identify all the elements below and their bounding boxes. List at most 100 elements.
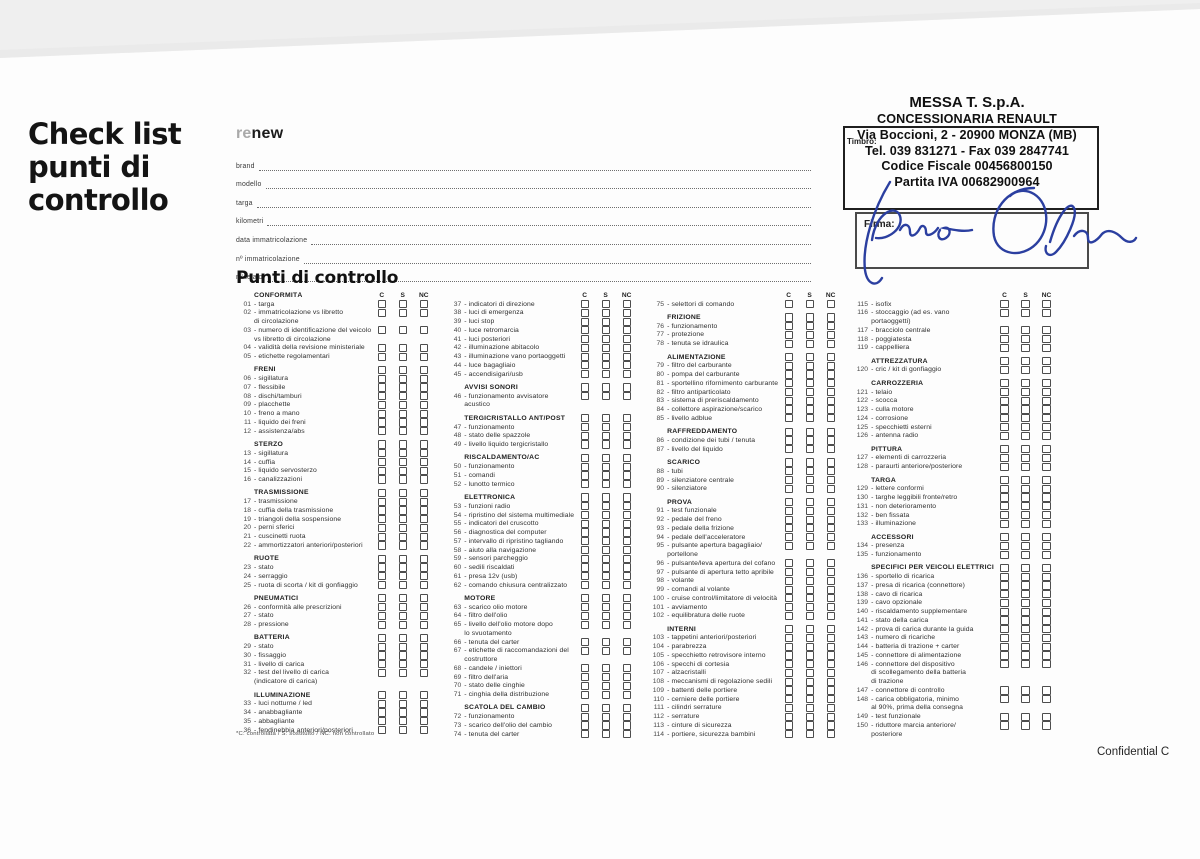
checkbox[interactable] (398, 541, 407, 550)
checkbox[interactable] (826, 686, 835, 695)
checkbox[interactable] (805, 361, 814, 370)
checkbox[interactable] (1000, 462, 1009, 471)
checkbox[interactable] (1000, 572, 1009, 581)
checkbox[interactable] (805, 633, 814, 643)
checkbox[interactable] (1042, 510, 1051, 520)
checkbox[interactable] (1021, 300, 1030, 309)
checkbox[interactable] (784, 611, 793, 620)
checkbox[interactable] (398, 488, 407, 497)
checkbox[interactable] (398, 690, 407, 700)
checkbox[interactable] (580, 300, 589, 309)
checkbox[interactable] (1000, 453, 1009, 462)
checkbox[interactable] (601, 308, 610, 317)
checkbox[interactable] (826, 721, 835, 730)
checkbox[interactable] (1000, 365, 1009, 375)
checkbox[interactable] (805, 515, 814, 524)
checkbox[interactable] (805, 541, 814, 550)
checkbox[interactable] (784, 677, 793, 686)
checkbox[interactable] (398, 515, 407, 524)
checkbox[interactable] (601, 440, 610, 449)
checkbox[interactable] (1042, 625, 1051, 634)
checkbox[interactable] (784, 458, 793, 467)
checkbox[interactable] (1000, 616, 1009, 625)
checkbox[interactable] (377, 457, 386, 467)
checkbox[interactable] (826, 541, 835, 550)
checkbox[interactable] (580, 638, 589, 647)
checkbox[interactable] (1021, 453, 1030, 462)
checkbox[interactable] (398, 708, 407, 717)
checkbox[interactable] (398, 449, 407, 458)
checkbox[interactable] (580, 681, 589, 690)
checkbox[interactable] (601, 673, 610, 682)
checkbox[interactable] (419, 699, 428, 708)
checkbox[interactable] (826, 467, 835, 476)
checkbox[interactable] (1042, 422, 1051, 432)
checkbox[interactable] (1000, 533, 1009, 542)
checkbox[interactable] (1042, 462, 1051, 471)
checkbox[interactable] (398, 352, 407, 361)
checkbox[interactable] (580, 537, 589, 546)
checkbox[interactable] (580, 431, 589, 440)
checkbox[interactable] (784, 686, 793, 695)
checkbox[interactable] (1021, 396, 1030, 405)
checkbox[interactable] (398, 326, 407, 335)
checkbox[interactable] (784, 414, 793, 423)
checkbox[interactable] (622, 422, 631, 432)
checkbox[interactable] (805, 300, 814, 309)
checkbox[interactable] (398, 497, 407, 506)
checkbox[interactable] (1021, 475, 1030, 485)
checkbox[interactable] (826, 458, 835, 467)
checkbox[interactable] (784, 721, 793, 730)
checkbox[interactable] (419, 594, 428, 603)
checkbox[interactable] (826, 498, 835, 507)
checkbox[interactable] (419, 660, 428, 669)
checkbox[interactable] (419, 400, 428, 410)
checkbox[interactable] (826, 322, 835, 331)
checkbox[interactable] (398, 563, 407, 572)
checkbox[interactable] (1042, 326, 1051, 335)
checkbox[interactable] (784, 387, 793, 397)
checkbox[interactable] (580, 594, 589, 603)
checkbox[interactable] (601, 343, 610, 352)
checkbox[interactable] (784, 668, 793, 678)
checkbox[interactable] (419, 708, 428, 717)
checkbox[interactable] (1000, 379, 1009, 388)
checkbox[interactable] (784, 361, 793, 370)
checkbox[interactable] (1021, 625, 1030, 634)
checkbox[interactable] (1042, 590, 1051, 599)
checkbox[interactable] (826, 576, 835, 585)
form-field-input-line[interactable] (265, 176, 811, 190)
checkbox[interactable] (419, 717, 428, 726)
checkbox[interactable] (1042, 607, 1051, 616)
checkbox[interactable] (1042, 533, 1051, 542)
checkbox[interactable] (805, 506, 814, 515)
checkbox[interactable] (377, 603, 386, 612)
checkbox[interactable] (580, 545, 589, 555)
checkbox[interactable] (377, 541, 386, 550)
checkbox[interactable] (622, 528, 631, 537)
checkbox[interactable] (601, 603, 610, 612)
checkbox[interactable] (622, 690, 631, 699)
checkbox[interactable] (1042, 712, 1051, 721)
checkbox[interactable] (805, 322, 814, 331)
checkbox[interactable] (419, 457, 428, 467)
checkbox[interactable] (377, 427, 386, 436)
checkbox[interactable] (398, 400, 407, 410)
checkbox[interactable] (784, 515, 793, 524)
checkbox[interactable] (398, 668, 407, 678)
checkbox[interactable] (377, 642, 386, 651)
checkbox[interactable] (622, 646, 631, 655)
checkbox[interactable] (398, 580, 407, 590)
checkbox[interactable] (601, 335, 610, 344)
checkbox[interactable] (601, 480, 610, 489)
checkbox[interactable] (601, 383, 610, 392)
checkbox[interactable] (1000, 300, 1009, 309)
checkbox[interactable] (1000, 581, 1009, 590)
checkbox[interactable] (826, 379, 835, 388)
checkbox[interactable] (377, 497, 386, 506)
checkbox[interactable] (622, 545, 631, 555)
checkbox[interactable] (622, 370, 631, 379)
checkbox[interactable] (1021, 405, 1030, 414)
checkbox[interactable] (580, 392, 589, 401)
checkbox[interactable] (398, 374, 407, 383)
